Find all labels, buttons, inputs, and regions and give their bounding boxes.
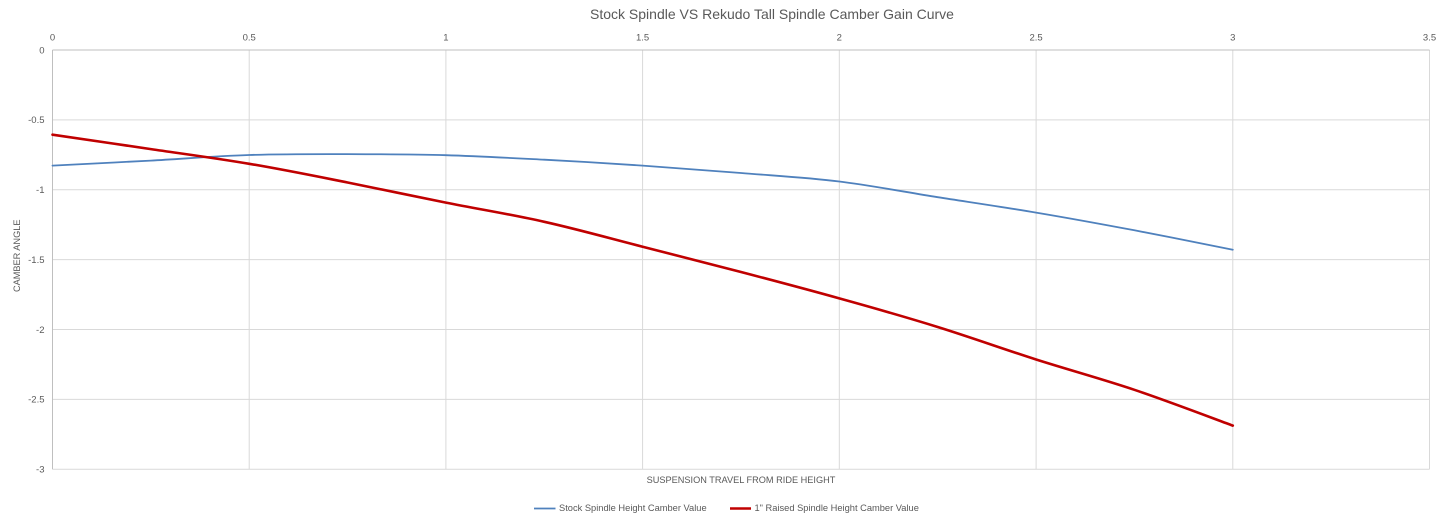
svg-text:1: 1 — [443, 33, 448, 44]
svg-text:2.5: 2.5 — [1029, 33, 1042, 44]
svg-text:0.5: 0.5 — [243, 33, 256, 44]
svg-text:0: 0 — [50, 33, 55, 44]
svg-text:Stock Spindle VS Rekudo Tall S: Stock Spindle VS Rekudo Tall Spindle Cam… — [590, 6, 954, 22]
svg-text:-2: -2 — [36, 325, 44, 336]
svg-text:-0.5: -0.5 — [28, 115, 44, 126]
svg-text:CAMBER ANGLE: CAMBER ANGLE — [12, 220, 22, 292]
svg-text:-2.5: -2.5 — [28, 395, 44, 406]
svg-text:1" Raised Spindle Height Cambe: 1" Raised Spindle Height Camber Value — [755, 503, 919, 513]
svg-text:0: 0 — [39, 45, 44, 56]
svg-text:2: 2 — [837, 33, 842, 44]
svg-text:-1: -1 — [36, 185, 44, 196]
svg-text:SUSPENSION TRAVEL FROM RIDE HE: SUSPENSION TRAVEL FROM RIDE HEIGHT — [647, 475, 836, 485]
svg-text:3: 3 — [1230, 33, 1235, 44]
svg-text:3.5: 3.5 — [1423, 33, 1436, 44]
svg-text:-1.5: -1.5 — [28, 255, 44, 266]
svg-text:-3: -3 — [36, 465, 44, 476]
svg-text:Stock Spindle Height Camber Va: Stock Spindle Height Camber Value — [559, 503, 707, 513]
svg-text:1.5: 1.5 — [636, 33, 649, 44]
